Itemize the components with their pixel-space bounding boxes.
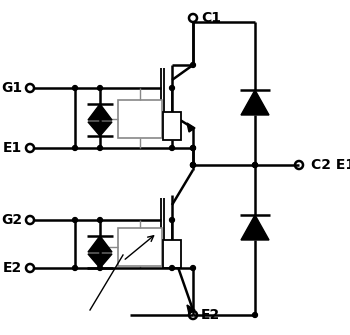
Circle shape: [253, 162, 258, 168]
Text: E2: E2: [201, 308, 220, 322]
Polygon shape: [241, 90, 269, 115]
Circle shape: [98, 217, 103, 222]
Circle shape: [190, 266, 195, 270]
Text: E1: E1: [3, 141, 22, 155]
Circle shape: [190, 63, 195, 67]
Circle shape: [169, 85, 174, 90]
Circle shape: [72, 85, 77, 90]
Circle shape: [169, 217, 174, 222]
Circle shape: [253, 162, 258, 168]
Text: G1: G1: [1, 81, 22, 95]
Polygon shape: [88, 122, 112, 136]
Circle shape: [72, 217, 77, 222]
Circle shape: [169, 266, 174, 270]
Polygon shape: [88, 236, 112, 252]
Bar: [163, 112, 181, 140]
Text: G2: G2: [1, 213, 22, 227]
Circle shape: [169, 145, 174, 150]
Circle shape: [190, 162, 195, 168]
Polygon shape: [88, 104, 112, 120]
Bar: [118, 228, 162, 266]
Circle shape: [72, 145, 77, 150]
Circle shape: [190, 145, 195, 150]
Polygon shape: [88, 254, 112, 268]
Bar: [163, 240, 181, 268]
Circle shape: [190, 162, 195, 168]
Circle shape: [253, 313, 258, 318]
Circle shape: [190, 162, 195, 168]
Circle shape: [98, 85, 103, 90]
Polygon shape: [241, 215, 269, 240]
Polygon shape: [187, 305, 195, 314]
Circle shape: [98, 145, 103, 150]
Polygon shape: [187, 123, 195, 132]
Bar: [118, 100, 162, 138]
Circle shape: [72, 266, 77, 270]
Circle shape: [190, 145, 195, 150]
Circle shape: [98, 266, 103, 270]
Text: C2 E1: C2 E1: [311, 158, 350, 172]
Text: C1: C1: [201, 11, 221, 25]
Text: E2: E2: [3, 261, 22, 275]
